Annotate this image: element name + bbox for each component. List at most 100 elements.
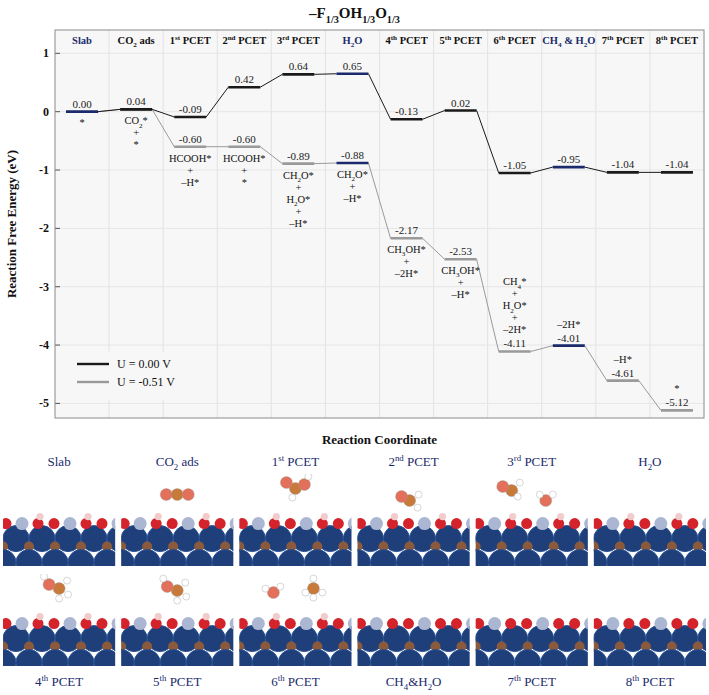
text-part: + <box>404 256 410 267</box>
atom <box>358 618 367 629</box>
atom <box>239 550 252 566</box>
text-part: -1 <box>39 163 49 177</box>
marks <box>66 74 693 411</box>
structure-atoms <box>476 479 588 566</box>
text-part: PCET <box>667 35 698 46</box>
text-part: 0 <box>43 105 49 119</box>
text-part: -4.11 <box>503 337 526 349</box>
atom <box>186 550 212 566</box>
energy-level <box>336 162 368 165</box>
category-label: 2nd PCET <box>222 34 266 46</box>
text-part: U = 0.00 V <box>117 357 171 371</box>
atom <box>3 518 12 529</box>
energy-level <box>66 110 98 113</box>
tick-label: -2 <box>39 221 49 235</box>
plot-frame <box>55 30 704 418</box>
annotation: * <box>79 117 84 128</box>
atom <box>134 617 147 630</box>
grid-line-x <box>379 30 380 418</box>
atom <box>174 597 181 604</box>
grid-line <box>55 345 704 346</box>
text-part: C <box>387 244 394 255</box>
atom <box>588 666 589 667</box>
text-part: H <box>418 674 427 689</box>
atom <box>387 618 398 629</box>
atom <box>199 618 210 629</box>
energy-level <box>445 109 477 112</box>
annotation: –2H* <box>556 319 580 330</box>
atom <box>11 566 21 567</box>
atom <box>466 517 470 530</box>
atom <box>659 650 685 666</box>
atom <box>252 517 265 530</box>
atom <box>129 566 139 567</box>
atom <box>81 518 92 529</box>
annotation: –H* <box>451 289 470 300</box>
atom <box>435 618 446 629</box>
grid-line <box>55 170 704 171</box>
energy-level <box>661 171 693 174</box>
text-part: PCET <box>397 35 428 46</box>
atom <box>553 618 564 629</box>
atom <box>371 550 397 566</box>
data-label: -0.60 <box>233 133 256 145</box>
text-part: O <box>164 454 173 469</box>
atom <box>151 518 162 529</box>
atom <box>317 518 328 529</box>
structure-panel <box>568 513 709 600</box>
structure-panel <box>332 617 501 695</box>
atom <box>584 517 588 530</box>
atom <box>489 650 515 666</box>
atom <box>129 666 139 667</box>
atom <box>639 518 650 529</box>
energy-level <box>661 409 693 412</box>
energy-level <box>607 171 639 174</box>
atom <box>444 566 454 567</box>
atom <box>3 550 16 566</box>
atom <box>541 650 567 666</box>
atom <box>207 666 217 667</box>
atom <box>134 517 147 530</box>
text-part: -1.05 <box>503 159 526 171</box>
atom <box>628 566 638 567</box>
atom <box>3 618 12 629</box>
atom <box>484 566 494 567</box>
text-part: O <box>652 454 661 469</box>
energy-level <box>228 145 260 148</box>
text-part: nd <box>228 34 236 42</box>
atom <box>358 550 371 566</box>
atom <box>536 617 549 630</box>
text-part: PCET <box>284 454 319 469</box>
atom <box>94 650 115 666</box>
annotation: –H* <box>288 218 307 229</box>
grid-line-x <box>649 30 650 418</box>
text-part: + <box>187 165 193 176</box>
text-part: –H* <box>613 354 632 365</box>
text-part: C <box>503 276 510 287</box>
text-part: + <box>458 277 464 288</box>
connector <box>477 111 499 173</box>
atom <box>330 550 351 566</box>
tick <box>55 53 60 54</box>
atom <box>239 618 247 629</box>
text-part: + <box>133 127 139 138</box>
atom <box>181 566 191 567</box>
atom <box>484 666 494 667</box>
atom <box>203 613 210 620</box>
text-part: & <box>408 674 418 689</box>
text-part: PCET <box>613 35 644 46</box>
text-part: PCET <box>236 35 267 46</box>
atom <box>182 489 194 501</box>
structure-label: 5th PCET <box>153 673 201 689</box>
text-part: O <box>354 35 362 46</box>
text-part: * <box>79 117 84 128</box>
text-part: * <box>521 276 526 287</box>
legend-swatch <box>77 381 109 383</box>
atom <box>273 613 280 620</box>
atom <box>435 518 446 529</box>
connector <box>152 109 174 146</box>
text-part: OH* <box>459 265 479 276</box>
atom <box>687 518 698 529</box>
grid-line-x <box>595 30 596 418</box>
tick-label: 1 <box>43 46 49 60</box>
